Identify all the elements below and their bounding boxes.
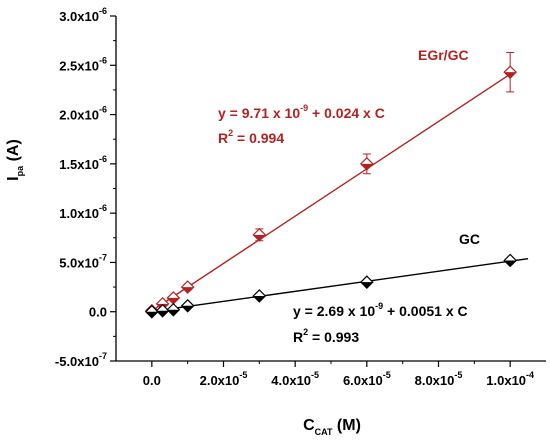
data-point-1 [503,253,518,268]
x-tick-label: 6.0x10-5 [343,370,391,388]
data-point-0 [180,280,195,294]
y-tick-label: 1.5x10-6 [59,154,107,172]
x-axis-title: CCAT (M) [303,417,361,437]
data-point-1 [155,303,170,318]
data-point-1 [144,304,159,319]
y-axis-title-unit: (A) [5,139,22,166]
y-tick-label: 3.0x10-6 [59,6,107,24]
fit-line-1 [151,257,529,313]
data-point-1 [180,298,195,313]
data-point-0 [359,157,374,171]
y-tick-label: 2.0x10-6 [59,105,107,123]
data-point-0 [252,227,267,242]
y-tick-label: 0.0 [89,305,107,320]
data-point-1 [359,275,374,289]
y-axis-title-sub: pa [15,165,25,176]
series-label-egr-gc: EGr/GC [418,47,469,63]
y-tick-label: 1.0x10-6 [59,203,107,221]
fit-line-0 [151,73,511,312]
series-label-gc: GC [459,231,480,247]
egr-r2: R2 = 0.994 [218,128,284,146]
x-axis-title-unit: (M) [332,417,360,434]
x-axis-title-sub: CAT [315,427,333,437]
gc-r2: R2 = 0.993 [293,327,359,345]
data-point-0 [503,65,518,80]
x-axis-title-main: C [303,417,315,434]
data-point-1 [252,289,267,303]
y-axis-title: Ipa (A) [5,139,25,181]
y-tick-label: 5.0x10-7 [59,252,107,270]
x-tick-label: 4.0x10-5 [271,370,319,388]
data-point-1 [166,302,181,317]
egr-equation: y = 9.71 x 10-9 + 0.024 x C [218,103,385,121]
y-axis-title-main: I [5,176,22,180]
x-tick-label: 8.0x10-5 [415,370,463,388]
gc-equation: y = 2.69 x 10-9 + 0.0051 x C [293,301,468,319]
y-tick-label: -5.0x10-7 [55,351,107,369]
x-tick-label: 2.0x10-5 [200,370,248,388]
x-tick-label: 1.0x10-4 [486,370,534,388]
y-tick-label: 2.5x10-6 [59,55,107,73]
x-tick-label: 0.0 [143,373,161,388]
